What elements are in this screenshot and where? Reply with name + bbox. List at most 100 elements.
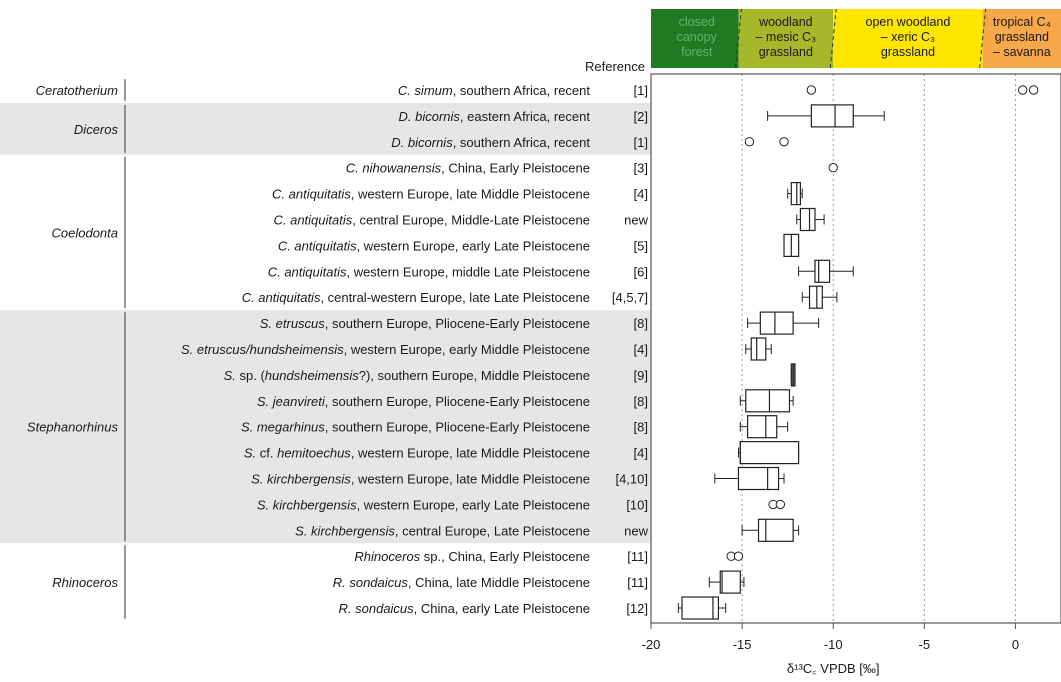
- row-ref-17: new: [624, 523, 648, 538]
- box-20: [681, 596, 720, 620]
- row-ref-13: [8]: [634, 420, 648, 435]
- row-ref-7: [6]: [634, 264, 648, 279]
- row-label-7: C. antiquitatis, western Europe, middle …: [268, 264, 590, 279]
- outlier-16-1: [775, 499, 786, 510]
- box-1: [810, 104, 854, 128]
- row-label-part-14-3: , western Europe, late Middle Pleistocen…: [351, 446, 590, 461]
- row-label-part-14-1: cf.: [256, 446, 277, 461]
- row-label-part-16-1: , western Europe, early Late Pleistocene: [357, 497, 590, 512]
- row-label-part-19-0: R. sondaicus: [333, 575, 409, 590]
- row-label-part-8-1: , central-western Europe, late Late Plei…: [320, 290, 590, 305]
- plot-frame: [650, 73, 1061, 624]
- box-15: [737, 466, 780, 491]
- outlier-2-0: [744, 137, 755, 147]
- x-tick-label-4: 0: [1012, 637, 1019, 652]
- row-label-13: S. megarhinus, southern Europe, Pliocene…: [241, 420, 590, 435]
- x-tick-label-3: -5: [919, 637, 931, 652]
- row-label-part-14-0: S.: [244, 446, 256, 461]
- outlier-18-1: [733, 551, 744, 561]
- row-ref-0: [1]: [634, 83, 648, 98]
- zone-label-1-2: grassland: [759, 45, 813, 59]
- zone-separator-1: [829, 8, 837, 69]
- row-label-part-20-0: R. sondaicus: [339, 601, 415, 616]
- row-label-part-11-2: hundsheimensis: [265, 368, 359, 383]
- x-tick-label-0: -20: [642, 637, 661, 652]
- row-label-part-20-1: , China, early Late Pleistocene: [414, 601, 590, 616]
- row-label-9: S. etruscus, southern Europe, Pliocene-E…: [260, 316, 590, 331]
- row-label-part-2-1: , southern Africa, recent: [453, 135, 591, 150]
- row-label-part-13-1: , southern Europe, Pliocene-Early Pleist…: [325, 420, 590, 435]
- row-ref-4: [4]: [634, 187, 648, 202]
- row-label-14: S. cf. hemitoechus, western Europe, late…: [244, 446, 590, 461]
- zone-label-0-2: forest: [681, 45, 713, 59]
- row-label-part-5-0: C. antiquitatis: [273, 213, 352, 228]
- row-label-part-11-3: ?), southern Europe, Middle Pleistocene: [359, 368, 590, 383]
- row-label-10: S. etruscus/hundsheimensis, western Euro…: [181, 342, 590, 357]
- row-label-part-9-0: S. etruscus: [260, 316, 326, 331]
- row-label-part-0-0: C. simum: [398, 83, 453, 98]
- box-9: [759, 311, 794, 335]
- zone-label-1-1: – mesic C₃: [756, 30, 817, 44]
- row-label-17: S. kirchbergensis, central Europe, Late …: [295, 523, 590, 538]
- zone-band-0: [651, 9, 739, 68]
- zone-band-3: [982, 9, 1061, 68]
- box-13: [746, 415, 778, 439]
- zone-separator-0: [734, 8, 742, 69]
- genus-label-2: Coelodonta: [52, 225, 119, 240]
- row-label-part-1-0: D. bicornis: [399, 109, 461, 124]
- row-label-part-3-1: , China, Early Pleistocene: [441, 161, 590, 176]
- x-tick-label-2: -10: [824, 637, 843, 652]
- row-label-part-18-1: sp., China, Early Pleistocene: [420, 549, 590, 564]
- genus-label-1: Diceros: [74, 122, 119, 137]
- row-label-part-5-1: , central Europe, Middle-Late Pleistocen…: [352, 213, 590, 228]
- row-ref-14: [4]: [634, 446, 648, 461]
- box-8: [808, 285, 823, 309]
- row-ref-8: [4,5,7]: [612, 290, 648, 305]
- row-ref-2: [1]: [634, 135, 648, 150]
- zone-label-2-0: open woodland: [866, 15, 951, 29]
- row-label-part-15-1: , western Europe, late Middle Pleistocen…: [351, 472, 590, 487]
- row-label-part-17-1: , central Europe, Late Pleistocene: [395, 523, 590, 538]
- row-label-part-0-1: , southern Africa, recent: [453, 83, 591, 98]
- zone-label-2-1: – xeric C₃: [881, 30, 935, 44]
- row-label-18: Rhinoceros sp., China, Early Pleistocene: [354, 549, 590, 564]
- row-label-part-2-0: D. bicornis: [391, 135, 453, 150]
- row-label-part-4-0: C. antiquitatis: [272, 187, 351, 202]
- outlier-3-0: [828, 163, 838, 173]
- zone-label-2-2: grassland: [881, 45, 935, 59]
- row-label-part-3-0: C. nihowanensis: [346, 161, 442, 176]
- row-label-12: S. jeanvireti, southern Europe, Pliocene…: [257, 394, 590, 409]
- zone-label-1-0: woodland: [758, 15, 813, 29]
- row-label-0: C. simum, southern Africa, recent: [398, 83, 591, 98]
- box-5: [799, 207, 816, 232]
- row-label-part-13-0: S. megarhinus: [241, 420, 325, 435]
- row-label-4: C. antiquitatis, western Europe, late Mi…: [272, 187, 590, 202]
- row-ref-18: [11]: [627, 549, 648, 564]
- row-ref-10: [4]: [634, 342, 648, 357]
- zone-label-3-2: – savanna: [993, 45, 1051, 59]
- row-label-part-11-0: S.: [224, 368, 236, 383]
- row-ref-20: [12]: [626, 601, 648, 616]
- row-ref-16: [10]: [626, 497, 648, 512]
- row-label-part-8-0: C. antiquitatis: [242, 290, 321, 305]
- row-label-16: S. kirchbergensis, western Europe, early…: [257, 497, 590, 512]
- zone-separator-2: [979, 8, 987, 69]
- row-label-15: S. kirchbergensis, western Europe, late …: [251, 472, 590, 487]
- row-label-1: D. bicornis, eastern Africa, recent: [399, 109, 591, 124]
- genus-label-4: Rhinoceros: [52, 575, 118, 590]
- row-ref-6: [5]: [634, 238, 648, 253]
- row-label-20: R. sondaicus, China, early Late Pleistoc…: [339, 601, 590, 616]
- outlier-0-1: [1018, 85, 1028, 95]
- row-label-19: R. sondaicus, China, late Middle Pleisto…: [333, 575, 590, 590]
- row-label-part-19-1: , China, late Middle Pleistocene: [408, 575, 590, 590]
- row-label-part-16-0: S. kirchbergensis: [257, 497, 357, 512]
- row-label-part-15-0: S. kirchbergensis: [251, 472, 351, 487]
- row-ref-9: [8]: [634, 316, 648, 331]
- zone-label-3-0: tropical C₄: [993, 15, 1051, 29]
- row-label-part-14-2: hemitoechus: [277, 446, 351, 461]
- row-label-part-7-0: C. antiquitatis: [268, 264, 347, 279]
- row-label-part-18-0: Rhinoceros: [354, 549, 420, 564]
- row-label-part-9-1: , southern Europe, Pliocene-Early Pleist…: [325, 316, 590, 331]
- box-19: [719, 570, 741, 594]
